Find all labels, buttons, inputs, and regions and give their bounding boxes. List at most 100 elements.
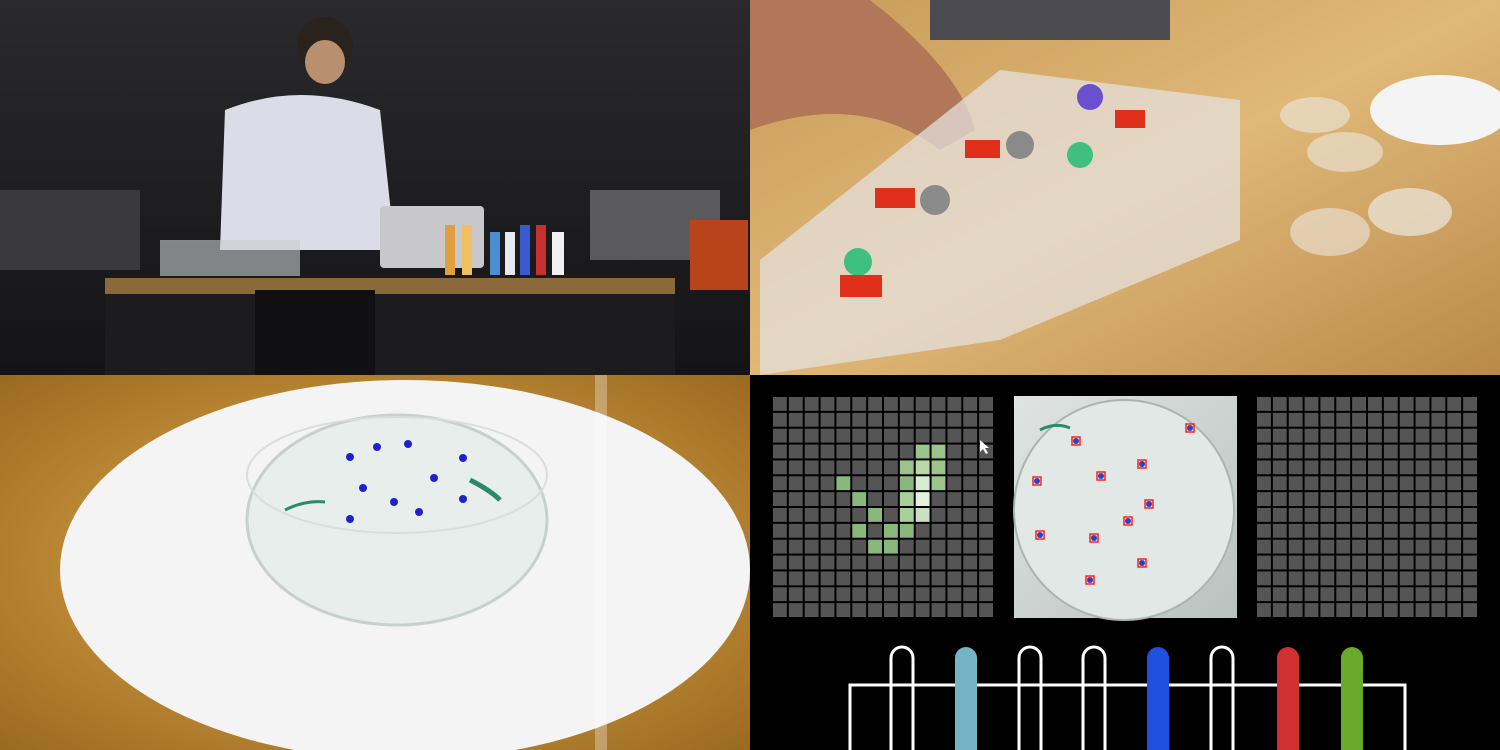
- grid-cell: [836, 397, 851, 411]
- button: [840, 275, 882, 297]
- grid-cell: [1320, 412, 1335, 427]
- grid-cell: [1352, 523, 1366, 538]
- grid-cell: [1368, 460, 1382, 475]
- grid-cell: [773, 412, 787, 427]
- grid-cell: [788, 460, 803, 475]
- grid-cell: [963, 539, 978, 554]
- grid-cell: [1368, 555, 1382, 570]
- blue-dot: [404, 440, 412, 448]
- grid-cell: [1257, 397, 1271, 411]
- bottle: [520, 225, 530, 275]
- grid-cell: [963, 492, 978, 506]
- grid-cell: [836, 428, 851, 443]
- grid-cell: [1383, 428, 1398, 443]
- grid-cell: [1383, 444, 1398, 459]
- grid-cell: [915, 492, 930, 506]
- grid-cell: [1447, 428, 1462, 443]
- grid-cell: [1272, 571, 1287, 586]
- knob: [920, 185, 950, 215]
- grid-cell: [1383, 603, 1398, 617]
- grid-cell: [868, 523, 882, 538]
- grid-cell: [1383, 412, 1398, 427]
- grid-cell: [1320, 571, 1335, 586]
- grid-cell: [1399, 603, 1414, 617]
- filled-tube: [1277, 647, 1299, 750]
- grid-cell: [820, 587, 835, 602]
- grid-cell: [1336, 428, 1351, 443]
- grid-cell: [884, 412, 898, 427]
- grid-cell: [1415, 428, 1430, 443]
- petri-dish: [1307, 132, 1383, 172]
- grid-cell: [947, 444, 962, 459]
- grid-cell: [899, 555, 914, 570]
- grid-cell: [788, 444, 803, 459]
- grid-cell: [947, 492, 962, 506]
- grid-cell: [1447, 603, 1462, 617]
- grid-cell: [931, 587, 946, 602]
- detection-box: [1085, 575, 1095, 585]
- grid-cell: [1431, 508, 1446, 522]
- grid-cell: [979, 412, 993, 427]
- grid-cell: [820, 523, 835, 538]
- grid-cell: [1368, 523, 1382, 538]
- grid-cell: [899, 460, 914, 475]
- bottle: [552, 232, 564, 275]
- grid-cell: [1272, 397, 1287, 411]
- grid-cell: [931, 397, 946, 411]
- grid-cell: [773, 428, 787, 443]
- petri-dish: [1368, 188, 1452, 236]
- grid-cell: [868, 444, 882, 459]
- grid-cell: [1431, 587, 1446, 602]
- filled-tube: [1341, 647, 1363, 750]
- grid-cell: [947, 523, 962, 538]
- grid-cell: [884, 476, 898, 491]
- grid-cell: [931, 444, 946, 459]
- grid-cell: [804, 492, 819, 506]
- grid-cell: [1288, 539, 1303, 554]
- grid-cell: [1336, 555, 1351, 570]
- grid-cell: [773, 571, 787, 586]
- grid-cell: [788, 428, 803, 443]
- grid-cell: [1257, 523, 1271, 538]
- grid-cell: [1399, 587, 1414, 602]
- grid-cell: [1431, 397, 1446, 411]
- grid-cell: [1463, 508, 1477, 522]
- grid-cell: [947, 397, 962, 411]
- blue-dot: [459, 495, 467, 503]
- grid-cell: [915, 555, 930, 570]
- knob: [844, 248, 872, 276]
- detected-dot: [1139, 560, 1145, 566]
- grid-cell: [773, 555, 787, 570]
- detected-dot: [1139, 461, 1145, 467]
- grid-cell: [884, 539, 898, 554]
- person-legs: [255, 290, 375, 375]
- acrylic-device: [760, 70, 1240, 375]
- grid-cell: [788, 539, 803, 554]
- grid-cell: [963, 428, 978, 443]
- grid-cell: [820, 571, 835, 586]
- grid-cell: [788, 508, 803, 522]
- grid-cell: [1288, 571, 1303, 586]
- grid-cell: [1304, 603, 1319, 617]
- grid-cell: [1383, 508, 1398, 522]
- grid-cell: [868, 476, 882, 491]
- grid-cell: [1463, 571, 1477, 586]
- grid-cell: [947, 412, 962, 427]
- orange-bag: [690, 220, 748, 290]
- grid-cell: [804, 587, 819, 602]
- grid-cell: [1447, 476, 1462, 491]
- grid-cell: [884, 523, 898, 538]
- grid-cell: [1352, 492, 1366, 506]
- grid-cell: [1288, 555, 1303, 570]
- grid-cell: [1288, 444, 1303, 459]
- grid-cell: [1304, 428, 1319, 443]
- grid-cell: [1399, 555, 1414, 570]
- grid-cell: [1288, 523, 1303, 538]
- cursor: [980, 440, 989, 454]
- grid-cell: [788, 555, 803, 570]
- grid-cell: [1336, 492, 1351, 506]
- grid-cell: [1415, 476, 1430, 491]
- grid-cell: [963, 412, 978, 427]
- grid-cell: [947, 603, 962, 617]
- grid-cell: [1383, 492, 1398, 506]
